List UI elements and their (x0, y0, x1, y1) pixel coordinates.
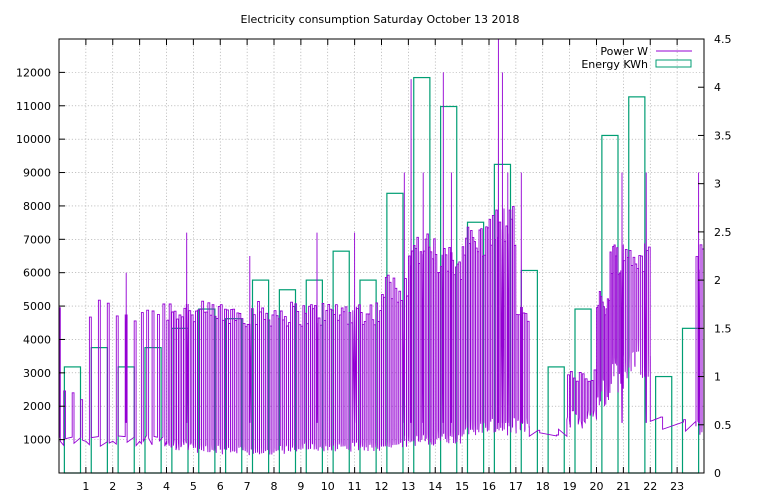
y-right-tick-label: 4 (714, 81, 721, 94)
y-left-tick-label: 10000 (16, 133, 51, 146)
x-tick-label: 12 (375, 480, 389, 493)
x-tick-label: 17 (509, 480, 523, 493)
x-tick-label: 23 (670, 480, 684, 493)
legend-label-power: Power W (600, 45, 648, 58)
y-right-tick-label: 0 (714, 467, 721, 480)
x-tick-label: 22 (643, 480, 657, 493)
power-line (58, 38, 705, 456)
chart-title: Electricity consumption Saturday October… (241, 13, 520, 26)
x-tick-label: 16 (482, 480, 496, 493)
legend-swatch-energy (655, 59, 692, 68)
energy-bar (90, 347, 108, 474)
y-left-tick-label: 1000 (23, 434, 51, 447)
y-right-tick-label: 4.5 (714, 33, 732, 46)
y-right-tick-label: 2 (714, 274, 721, 287)
axis-ticks: 1000200030004000500060007000800090001000… (16, 33, 732, 493)
y-left-tick-label: 2000 (23, 400, 51, 413)
y-right-tick-label: 2.5 (714, 226, 732, 239)
energy-bar (574, 308, 592, 474)
x-tick-label: 14 (428, 480, 442, 493)
energy-bar (144, 347, 162, 474)
y-right-tick-label: 1.5 (714, 322, 732, 335)
x-tick-label: 7 (244, 480, 251, 493)
y-right-tick-label: 3 (714, 178, 721, 191)
x-tick-label: 15 (455, 480, 469, 493)
x-tick-label: 13 (401, 480, 415, 493)
y-left-tick-label: 6000 (23, 267, 51, 280)
y-left-tick-label: 3000 (23, 367, 51, 380)
legend-label-energy: Energy KWh (581, 58, 648, 71)
y-left-tick-label: 11000 (16, 100, 51, 113)
x-tick-label: 21 (616, 480, 630, 493)
x-tick-label: 19 (563, 480, 577, 493)
x-tick-label: 8 (271, 480, 278, 493)
x-tick-label: 11 (348, 480, 362, 493)
y-left-tick-label: 12000 (16, 66, 51, 79)
y-right-tick-label: 0.5 (714, 419, 732, 432)
x-tick-label: 5 (190, 480, 197, 493)
energy-bar (547, 366, 565, 474)
x-tick-label: 6 (217, 480, 224, 493)
x-tick-label: 4 (163, 480, 170, 493)
y-left-tick-label: 5000 (23, 300, 51, 313)
x-tick-label: 20 (590, 480, 604, 493)
y-left-tick-label: 8000 (23, 200, 51, 213)
x-tick-label: 18 (536, 480, 550, 493)
y-left-tick-label: 7000 (23, 233, 51, 246)
x-tick-label: 9 (297, 480, 304, 493)
legend: Power W Energy KWh (581, 45, 692, 71)
x-tick-label: 3 (136, 480, 143, 493)
x-tick-label: 2 (109, 480, 116, 493)
y-right-tick-label: 1 (714, 371, 721, 384)
y-left-tick-label: 9000 (23, 167, 51, 180)
energy-bar (655, 375, 673, 474)
y-left-tick-label: 4000 (23, 333, 51, 346)
x-tick-label: 10 (321, 480, 335, 493)
x-tick-label: 1 (82, 480, 89, 493)
power-line-path (58, 38, 705, 456)
y-right-tick-label: 3.5 (714, 129, 732, 142)
